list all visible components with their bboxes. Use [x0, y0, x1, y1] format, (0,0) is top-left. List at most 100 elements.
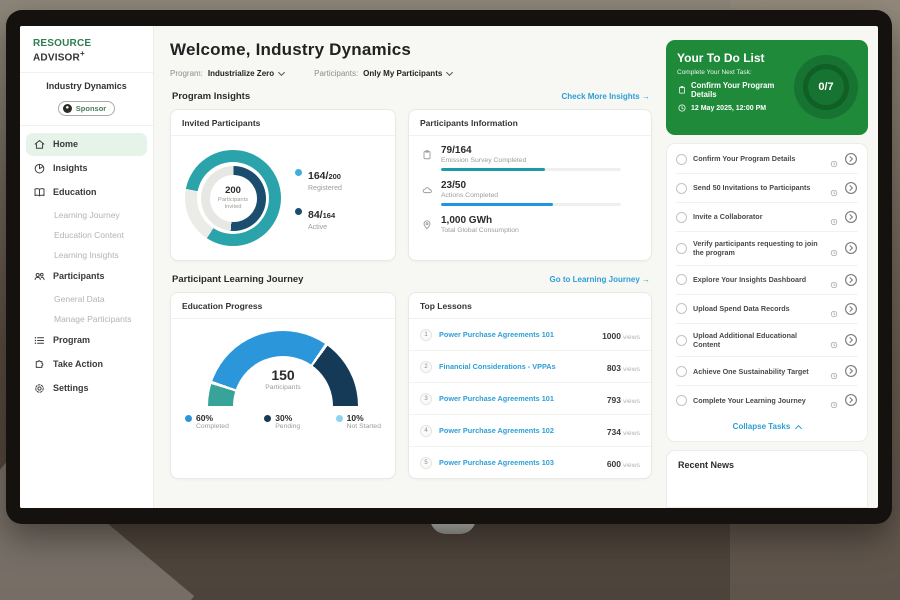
task-row: Verify participants requesting to join t… [676, 232, 858, 266]
task-checkbox[interactable] [676, 274, 687, 285]
sidebar-item-settings[interactable]: Settings [26, 377, 147, 400]
program-filter[interactable]: Program: Industrialize Zero [170, 69, 284, 78]
arrow-right-icon: → [642, 92, 650, 101]
card-title: Top Lessons [409, 293, 651, 319]
invited-donut-body: 200 Participants Invited [171, 136, 395, 260]
task-clock-icon [830, 276, 838, 284]
task-checkbox[interactable] [676, 183, 687, 194]
arrow-right-icon: → [642, 275, 650, 284]
cloud-icon [421, 183, 433, 195]
chevron-down-icon [446, 68, 453, 75]
clipboard-icon [421, 148, 433, 160]
task-open-button[interactable] [844, 364, 858, 378]
sidebar-item-label: Settings [53, 383, 89, 393]
check-more-insights-link[interactable]: Check More Insights → [562, 92, 650, 101]
lesson-link[interactable]: Financial Considerations - VPPAs [439, 362, 600, 371]
page-title: Welcome, Industry Dynamics [170, 40, 652, 60]
sidebar-item-home[interactable]: Home [26, 133, 147, 156]
task-clock-icon [830, 305, 838, 313]
lesson-row: 4 Power Purchase Agreements 102 734views [409, 415, 651, 447]
sidebar-item-label: Education [53, 187, 97, 197]
task-open-button[interactable] [844, 393, 858, 407]
logo-primary: RESOURCE [33, 38, 91, 49]
task-clock-icon [830, 213, 838, 221]
donut-legend: 164/200 Registered 84/164 Active [295, 166, 342, 231]
todo-summary-card: Your To Do List Complete Your Next Task:… [666, 40, 868, 135]
education-progress-card: Education Progress 150 Participants [170, 292, 396, 479]
monitor-bezel: RESOURCE ADVISOR+ Industry Dynamics ● Sp… [6, 10, 892, 524]
sidebar-item-label: Home [53, 139, 78, 149]
donut-center-label: Participants Invited [210, 197, 257, 211]
lesson-link[interactable]: Power Purchase Agreements 102 [439, 426, 600, 435]
task-open-button[interactable] [844, 273, 858, 287]
task-checkbox[interactable] [676, 212, 687, 223]
sidebar-item-manage-participants[interactable]: Manage Participants [26, 309, 147, 329]
task-label: Complete Your Learning Journey [693, 396, 824, 405]
task-label: Upload Additional Educational Content [693, 331, 824, 350]
metric-emission-survey: 79/164 Emission Survey Completed [421, 145, 639, 171]
task-clock-icon [830, 396, 838, 404]
task-checkbox[interactable] [676, 243, 687, 254]
todo-title: Your To Do List [677, 51, 790, 65]
task-checkbox[interactable] [676, 154, 687, 165]
task-checkbox[interactable] [676, 335, 687, 346]
sidebar-item-education-content[interactable]: Education Content [26, 225, 147, 245]
sidebar-item-label: Program [53, 335, 90, 345]
task-open-button[interactable] [844, 152, 858, 166]
task-open-button[interactable] [844, 302, 858, 316]
lesson-row: 1 Power Purchase Agreements 101 1000view… [409, 319, 651, 351]
legend-dot [264, 415, 271, 422]
learning-journey-header: Participant Learning Journey Go to Learn… [172, 274, 650, 285]
participants-filter[interactable]: Participants: Only My Participants [314, 69, 452, 78]
sidebar-item-education[interactable]: Education [26, 181, 147, 204]
todo-progress-ring: 0/7 [794, 55, 858, 119]
legend-item-registered: 164/200 Registered [295, 166, 342, 192]
legend-item-active: 84/164 Active [295, 205, 342, 231]
account-section: Industry Dynamics ● Sponsor [20, 73, 153, 126]
task-label: Achieve One Sustainability Target [693, 367, 824, 376]
sidebar-item-learning-journey[interactable]: Learning Journey [26, 205, 147, 225]
sidebar-nav: Home Insights Education Learning Journey… [20, 126, 153, 408]
lesson-link[interactable]: Power Purchase Agreements 101 [439, 330, 595, 339]
sidebar-item-general-data[interactable]: General Data [26, 289, 147, 309]
lesson-link[interactable]: Power Purchase Agreements 103 [439, 458, 600, 467]
go-to-learning-journey-link[interactable]: Go to Learning Journey → [550, 275, 650, 284]
background-photo: RESOURCE ADVISOR+ Industry Dynamics ● Sp… [0, 0, 900, 600]
legend-item-pending: 30% Pending [264, 413, 300, 430]
lesson-link[interactable]: Power Purchase Agreements 101 [439, 394, 600, 403]
sidebar-item-insights[interactable]: Insights [26, 157, 147, 180]
logo-secondary: ADVISOR [33, 52, 80, 63]
sidebar-item-take-action[interactable]: Take Action [26, 353, 147, 376]
logo-plus: + [80, 49, 85, 58]
todo-progress-value: 0/7 [803, 64, 849, 110]
top-lessons-card: Top Lessons 1 Power Purchase Agreements … [408, 292, 652, 479]
task-row: Explore Your Insights Dashboard [676, 266, 858, 295]
sponsor-icon: ● [63, 104, 72, 113]
sidebar-item-learning-insights[interactable]: Learning Insights [26, 245, 147, 265]
chevron-up-icon [795, 425, 802, 432]
pie-chart-icon [33, 162, 46, 175]
lesson-rank: 4 [420, 425, 432, 437]
clock-icon [677, 103, 687, 113]
task-label: Confirm Your Program Details [693, 154, 824, 163]
task-row: Achieve One Sustainability Target [676, 357, 858, 386]
section-title: Program Insights [172, 91, 250, 102]
collapse-tasks-link[interactable]: Collapse Tasks [676, 414, 858, 440]
task-checkbox[interactable] [676, 303, 687, 314]
sidebar-item-participants[interactable]: Participants [26, 265, 147, 288]
task-checkbox[interactable] [676, 366, 687, 377]
task-checkbox[interactable] [676, 395, 687, 406]
todo-due-date: 12 May 2025, 12:00 PM [691, 105, 766, 112]
task-open-button[interactable] [844, 181, 858, 195]
sponsor-badge-label: Sponsor [76, 104, 106, 113]
task-open-button[interactable] [844, 210, 858, 224]
donut-inner-ring: 200 Participants Invited [201, 166, 266, 231]
task-open-button[interactable] [844, 241, 858, 255]
task-open-button[interactable] [844, 333, 858, 347]
task-label: Send 50 Invitations to Participants [693, 183, 824, 192]
invited-participants-card: Invited Participants 200 Participants In… [170, 109, 396, 261]
participants-filter-value: Only My Participants [363, 69, 442, 78]
lesson-row: 3 Power Purchase Agreements 101 793views [409, 383, 651, 415]
education-gauge-chart: 150 Participants [208, 331, 358, 407]
sidebar-item-program[interactable]: Program [26, 329, 147, 352]
